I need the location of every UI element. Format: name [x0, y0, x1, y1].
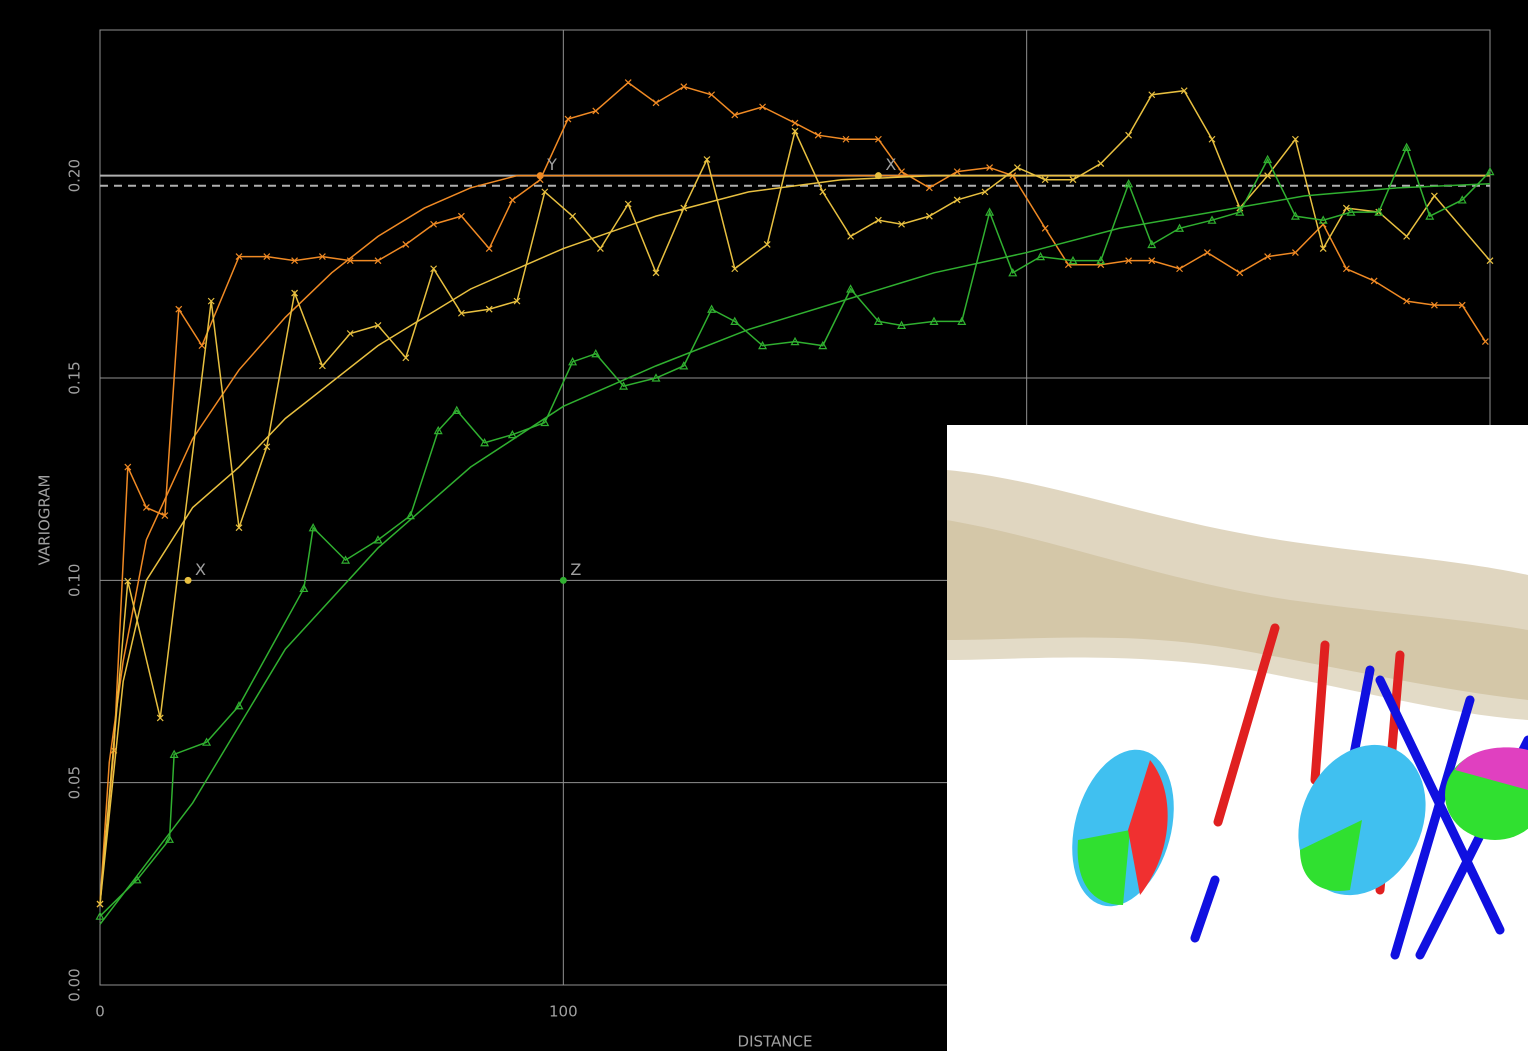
- annotation-label: X: [885, 155, 896, 174]
- annotation-label: Z: [570, 560, 581, 579]
- y-tick-label: 0.15: [66, 361, 84, 394]
- y-tick-label: 0.05: [66, 766, 84, 799]
- x-tick-label: 0: [95, 1003, 105, 1021]
- y-tick-label: 0.10: [66, 564, 84, 597]
- inset-3d-view: [947, 425, 1528, 1051]
- x-axis-label: DISTANCE: [738, 1033, 813, 1051]
- y-tick-label: 0.20: [66, 159, 84, 192]
- y-tick-label: 0.00: [66, 968, 84, 1001]
- annotation-label: X: [195, 560, 206, 579]
- x-tick-label: 100: [549, 1003, 578, 1021]
- chart: VARIOGRAM DISTANCE 0.00 0.05 0.10 0.15 0.20 0…: [0, 0, 1528, 1051]
- annotation-point: [185, 577, 192, 584]
- page: VARIOGRAM DISTANCE 0.00 0.05 0.10 0.15 0.20 0…: [0, 0, 1528, 1051]
- y-axis-label: VARIOGRAM: [36, 475, 54, 566]
- annotation-point: [560, 577, 567, 584]
- annotation-point: [875, 172, 882, 179]
- annotation-point: [537, 172, 544, 179]
- annotation-label: Y: [546, 155, 557, 174]
